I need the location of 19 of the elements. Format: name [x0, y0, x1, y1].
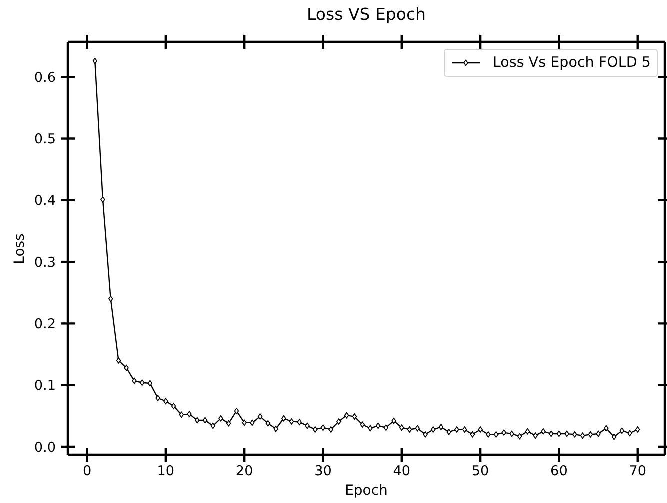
x-tick-label: 50: [472, 464, 490, 480]
y-tick-label: 0.6: [34, 70, 56, 86]
x-tick-label: 30: [314, 464, 332, 480]
y-tick-label: 0.1: [34, 378, 56, 394]
x-tick-label: 20: [236, 464, 254, 480]
chart-title: Loss VS Epoch: [307, 5, 426, 25]
x-tick-label: 40: [393, 464, 411, 480]
y-tick-label: 0.3: [34, 254, 56, 271]
y-axis-title: Loss: [11, 233, 29, 264]
legend-label: Loss Vs Epoch FOLD 5: [492, 54, 651, 73]
y-tick-label: 0.4: [34, 193, 56, 210]
y-tick-label: 0.0: [34, 440, 56, 456]
x-tick-label: 10: [157, 464, 175, 480]
x-tick-label: 0: [82, 464, 92, 480]
y-tick-label: 0.5: [34, 132, 56, 148]
x-tick-label: 60: [550, 464, 568, 480]
y-tick-label: 0.2: [34, 316, 56, 333]
x-tick-label: 70: [629, 464, 647, 480]
x-axis-title: Epoch: [345, 482, 388, 500]
